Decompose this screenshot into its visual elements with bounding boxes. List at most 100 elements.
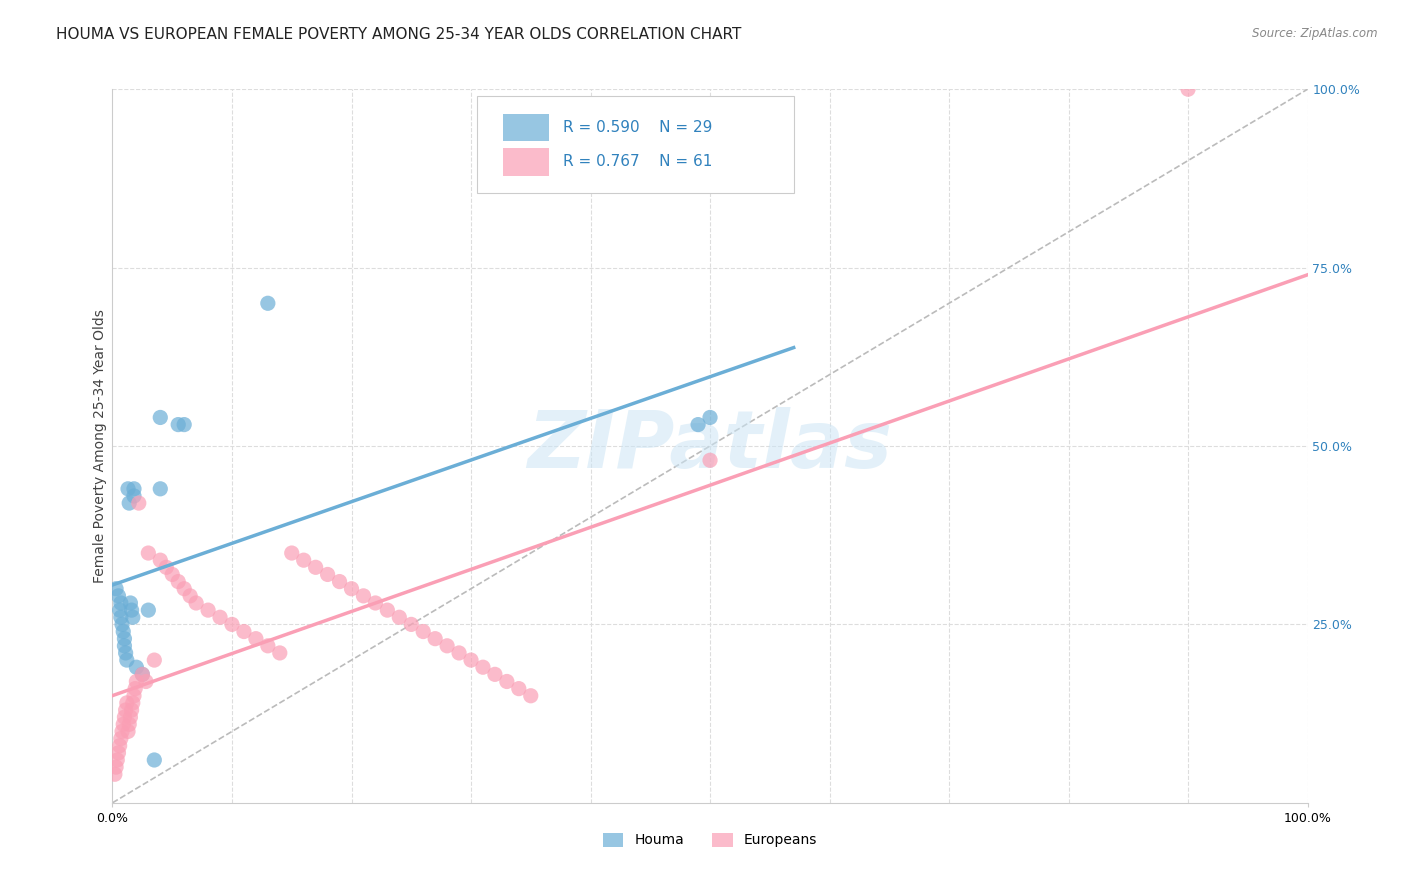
Houma xyxy=(108,603,131,617)
Europeans xyxy=(401,617,423,632)
Houma xyxy=(167,417,190,432)
Europeans xyxy=(269,646,291,660)
Europeans xyxy=(131,667,153,681)
Europeans xyxy=(121,696,143,710)
Europeans xyxy=(128,496,150,510)
Europeans xyxy=(496,674,519,689)
Houma xyxy=(121,603,143,617)
Europeans xyxy=(257,639,280,653)
Europeans xyxy=(125,674,148,689)
Europeans xyxy=(425,632,447,646)
Europeans xyxy=(292,553,315,567)
Houma xyxy=(107,589,129,603)
Europeans xyxy=(364,596,387,610)
Houma xyxy=(138,603,160,617)
Europeans xyxy=(520,689,543,703)
Houma xyxy=(120,596,142,610)
Houma xyxy=(122,489,145,503)
Europeans xyxy=(388,610,411,624)
Europeans xyxy=(135,674,157,689)
Houma xyxy=(118,496,141,510)
Europeans xyxy=(104,767,127,781)
Europeans xyxy=(377,603,399,617)
Houma xyxy=(125,660,148,674)
Text: Source: ZipAtlas.com: Source: ZipAtlas.com xyxy=(1253,27,1378,40)
Europeans xyxy=(508,681,530,696)
Text: R = 0.590    N = 29: R = 0.590 N = 29 xyxy=(562,120,713,136)
Europeans xyxy=(114,710,135,724)
Europeans xyxy=(138,546,160,560)
Europeans xyxy=(305,560,328,574)
Houma xyxy=(110,596,132,610)
Europeans xyxy=(699,453,721,467)
Text: R = 0.767    N = 61: R = 0.767 N = 61 xyxy=(562,154,713,169)
Europeans xyxy=(111,724,134,739)
Text: HOUMA VS EUROPEAN FEMALE POVERTY AMONG 25-34 YEAR OLDS CORRELATION CHART: HOUMA VS EUROPEAN FEMALE POVERTY AMONG 2… xyxy=(56,27,741,42)
Europeans xyxy=(105,753,128,767)
Europeans xyxy=(412,624,434,639)
Europeans xyxy=(105,760,128,774)
Europeans xyxy=(1177,82,1199,96)
FancyBboxPatch shape xyxy=(503,148,548,176)
Houma xyxy=(149,482,172,496)
Europeans xyxy=(120,710,142,724)
Europeans xyxy=(245,632,267,646)
Houma xyxy=(699,410,721,425)
Houma xyxy=(131,667,153,681)
Europeans xyxy=(121,703,143,717)
Europeans xyxy=(352,589,374,603)
Europeans xyxy=(108,739,131,753)
Houma xyxy=(114,646,136,660)
Houma xyxy=(117,482,139,496)
Europeans xyxy=(460,653,482,667)
Europeans xyxy=(436,639,458,653)
Europeans xyxy=(122,689,145,703)
Europeans xyxy=(484,667,506,681)
Houma xyxy=(688,417,710,432)
Y-axis label: Female Poverty Among 25-34 Year Olds: Female Poverty Among 25-34 Year Olds xyxy=(93,309,107,583)
Europeans xyxy=(173,582,195,596)
Houma xyxy=(114,639,135,653)
Europeans xyxy=(233,624,256,639)
Europeans xyxy=(124,681,146,696)
Houma xyxy=(110,610,132,624)
Europeans xyxy=(155,560,177,574)
Europeans xyxy=(197,603,219,617)
Europeans xyxy=(186,596,208,610)
Europeans xyxy=(340,582,363,596)
Europeans xyxy=(107,746,129,760)
Houma xyxy=(143,753,166,767)
Europeans xyxy=(110,731,132,746)
Europeans xyxy=(118,717,141,731)
Houma xyxy=(122,482,145,496)
Text: ZIPatlas: ZIPatlas xyxy=(527,407,893,485)
FancyBboxPatch shape xyxy=(477,96,794,193)
Houma xyxy=(112,624,135,639)
Europeans xyxy=(114,703,136,717)
Europeans xyxy=(316,567,339,582)
Europeans xyxy=(162,567,183,582)
Houma xyxy=(149,410,172,425)
Europeans xyxy=(329,574,352,589)
Europeans xyxy=(143,653,166,667)
Europeans xyxy=(472,660,495,674)
Europeans xyxy=(112,717,135,731)
Europeans xyxy=(149,553,172,567)
Houma xyxy=(173,417,195,432)
Europeans xyxy=(179,589,201,603)
Houma xyxy=(111,617,134,632)
Legend: Houma, Europeans: Houma, Europeans xyxy=(598,827,823,853)
Europeans xyxy=(221,617,243,632)
Europeans xyxy=(117,724,139,739)
Europeans xyxy=(115,696,138,710)
Houma xyxy=(105,582,128,596)
Europeans xyxy=(281,546,304,560)
Houma xyxy=(257,296,280,310)
Europeans xyxy=(447,646,470,660)
FancyBboxPatch shape xyxy=(503,114,548,141)
Houma xyxy=(121,610,143,624)
Europeans xyxy=(209,610,232,624)
Houma xyxy=(115,653,138,667)
Houma xyxy=(114,632,135,646)
Europeans xyxy=(167,574,190,589)
